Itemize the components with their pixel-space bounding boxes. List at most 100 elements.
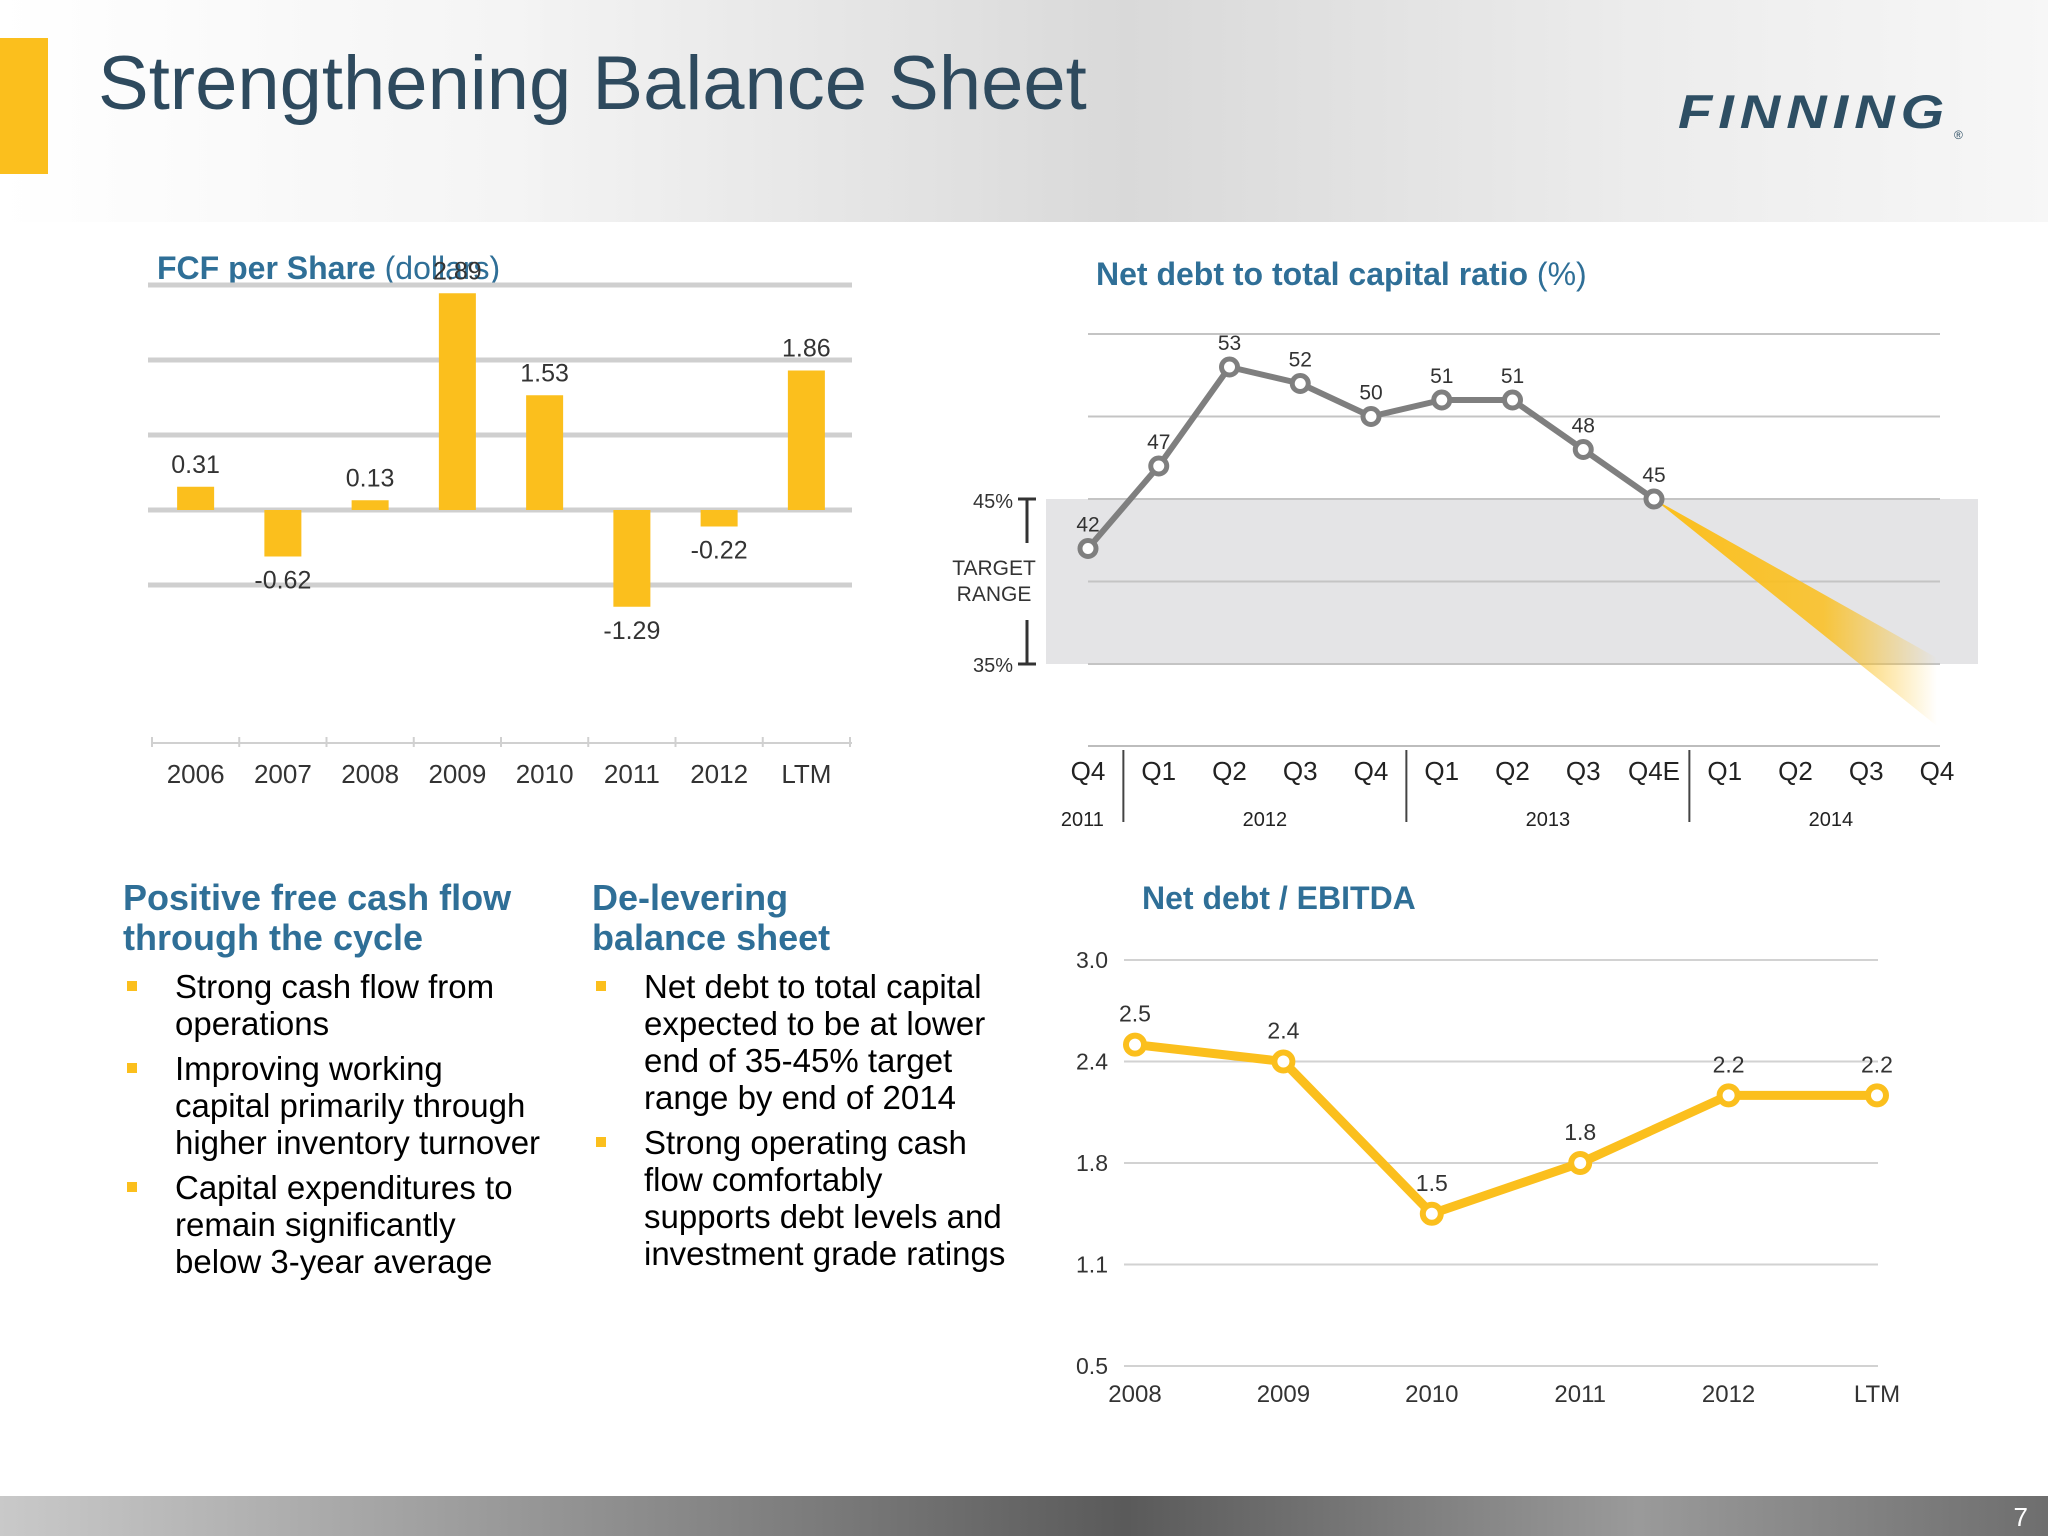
fcf-bar [700,510,738,527]
nde-x-tick-label: 2008 [1108,1381,1161,1408]
fcf-bar [787,370,825,510]
net-debt-ebitda-title: Net debt / EBITDA [1142,880,1416,917]
bullet-square-icon [127,981,137,991]
ndc-year-label: 2011 [1061,809,1104,831]
ndc-x-tick-label: Q4E [1628,756,1680,786]
ndc-x-tick-label: Q4 [1071,756,1106,786]
fcf-data-label: 1.86 [782,335,831,363]
ndc-data-label: 51 [1430,365,1453,388]
bullet-line: supports debt levels and [644,1198,1002,1235]
bullet-line: Strong operating cash [644,1124,967,1161]
slide-footer: 7 [0,1496,2048,1536]
fcf-chart-title: FCF per Share (dollars) [157,250,500,287]
nde-x-tick-label: 2010 [1405,1381,1458,1408]
nde-point [1568,1151,1593,1175]
ndc-point [1643,488,1665,510]
nde-y-tick-label: 3.0 [1076,947,1108,973]
fcf-x-tick-label: LTM [781,759,831,789]
fcf-bar-chart: 0.31 2006 -0.62 2007 0.13 2008 2.89 2009 1.53 201… [148,257,852,789]
nde-data-label: 2.5 [1119,1001,1151,1027]
page-number: 7 [2013,1502,2028,1532]
fcf-bar [264,510,302,557]
fcf-data-label: 2.89 [433,257,482,285]
bullet-line: operations [175,1005,330,1042]
net-debt-ebitda-title-text: Net debt / EBITDA [1142,880,1416,916]
nde-point [1716,1083,1741,1108]
fcf-x-tick-label: 2009 [428,759,486,789]
net-debt-capital-title: Net debt to total capital ratio (%) [1096,256,1587,293]
nde-data-label: 2.2 [1861,1051,1893,1077]
bullet-line: Net debt to total capital [644,968,982,1005]
ndc-data-label: 51 [1501,365,1524,388]
bullet-line: investment grade ratings [644,1235,1006,1272]
nde-y-tick-label: 0.5 [1076,1353,1108,1379]
fcf-bar [351,500,389,510]
ndc-point [1502,389,1523,411]
ndc-data-label: 52 [1289,349,1312,372]
nde-y-tick-label: 1.8 [1076,1150,1108,1176]
net-debt-capital-title-text: Net debt to total capital ratio [1096,256,1529,292]
ndc-x-tick-label: Q2 [1495,756,1530,786]
bullet-line: below 3-year average [175,1243,493,1280]
fcf-x-tick-label: 2008 [341,759,399,789]
ndc-x-tick-label: Q4 [1354,756,1389,786]
target-high-label: 45% [973,491,1013,513]
fcf-data-label: -1.29 [603,617,660,645]
fcf-x-tick-label: 2007 [254,759,312,789]
ndc-data-label: 47 [1147,431,1170,454]
bullet-line: Strong cash flow from [175,968,495,1005]
bullet-line: higher inventory turnover [175,1124,541,1161]
nde-point [1419,1201,1444,1226]
section-delever-title-line: De-levering [592,877,789,918]
bullet-line: flow comfortably [644,1161,883,1198]
section-delever-title-line: balance sheet [592,917,831,958]
ndc-point [1219,356,1240,378]
target-low-label: 35% [973,655,1013,677]
fcf-x-tick-label: 2010 [516,759,574,789]
bullet-line: expected to be at lower [644,1005,986,1042]
nde-x-tick-label: LTM [1854,1381,1900,1408]
nde-x-tick-label: 2009 [1257,1381,1310,1408]
fcf-data-label: -0.22 [691,537,748,565]
nde-x-tick-label: 2011 [1554,1381,1606,1408]
fcf-bar [177,486,215,510]
target-range-label: TARGET [952,557,1036,580]
bullet-item: Capital expenditures to remain significa… [123,1169,583,1280]
nde-point [1271,1049,1296,1074]
fcf-chart-title-text: FCF per Share [157,250,376,286]
target-range-label: RANGE [957,583,1032,606]
projection-wedge [1654,499,1937,726]
nde-point [1123,1032,1147,1057]
bullet-line: remain significantly [175,1206,456,1243]
ndc-year-label: 2013 [1526,809,1571,831]
ndc-point [1431,389,1453,411]
ndc-x-tick-label: Q3 [1283,756,1318,786]
fcf-data-label: 1.53 [520,359,569,387]
finning-logo: FINNING [1678,84,1951,139]
section-delever-bullets: Net debt to total capital expected to be… [592,968,1032,1280]
nde-point [1865,1083,1889,1108]
bullet-square-icon [596,1137,606,1147]
fcf-bar [613,510,651,607]
ndc-data-label: 42 [1076,514,1099,537]
ndc-x-tick-label: Q4 [1920,756,1955,786]
ndc-point [1360,406,1382,427]
fcf-x-tick-label: 2006 [167,759,225,789]
bullet-square-icon [596,981,606,991]
ndc-point [1572,439,1594,460]
ndc-x-tick-label: Q1 [1424,756,1459,786]
bullet-square-icon [127,1063,137,1073]
ndc-x-tick-label: Q1 [1707,756,1742,786]
nde-y-tick-label: 2.4 [1076,1049,1108,1075]
ndc-x-tick-label: Q3 [1849,756,1884,786]
ndc-x-tick-label: Q1 [1141,756,1176,786]
bullet-item: Strong operating cash flow comfortably s… [592,1124,1032,1272]
ndc-x-tick-label: Q2 [1778,756,1813,786]
nde-data-label: 1.8 [1564,1119,1596,1145]
bullet-item: Improving working capital primarily thro… [123,1050,583,1161]
ndc-x-tick-label: Q2 [1212,756,1247,786]
nde-data-label: 1.5 [1416,1170,1448,1196]
ndc-data-label: 53 [1218,332,1241,355]
bullet-line: Improving working [175,1050,443,1087]
